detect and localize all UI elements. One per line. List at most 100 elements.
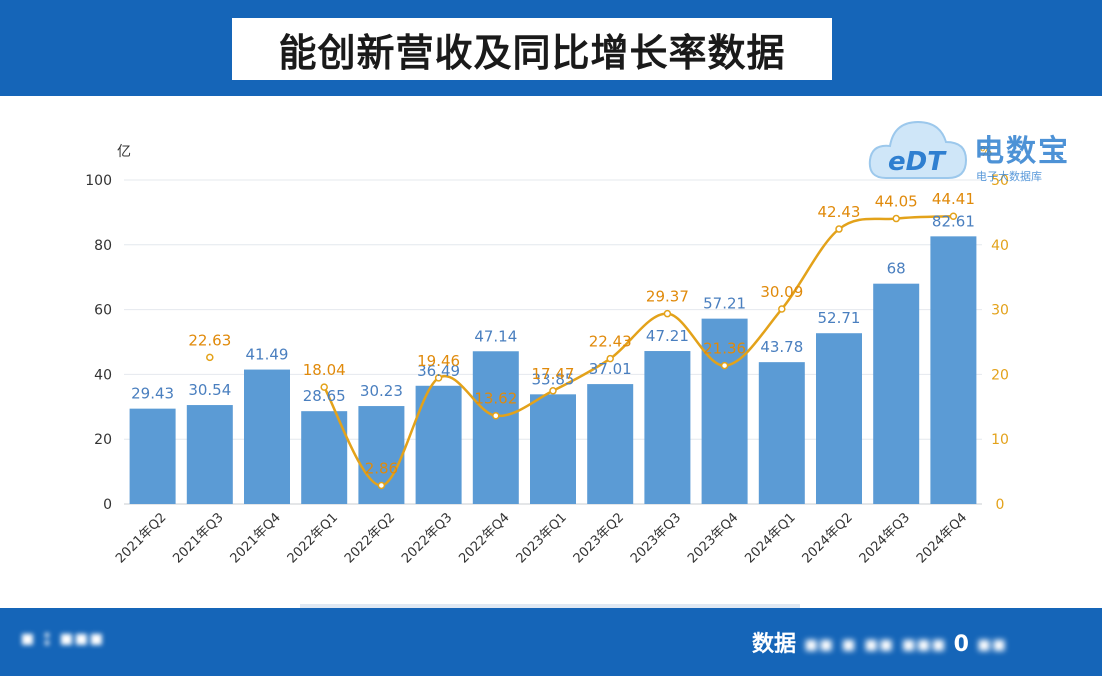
line-point	[892, 214, 900, 223]
x-tick-label: 2022年Q1	[285, 510, 341, 566]
bar	[587, 384, 634, 504]
bar-value-label: 82.61	[932, 212, 975, 230]
line-value-label: 22.43	[589, 333, 632, 351]
x-tick-label: 2022年Q3	[399, 510, 455, 566]
y-left-unit: 亿	[117, 144, 131, 160]
footer-source-blurred: ▪▪ ▪ ▪▪ ▪▪▪	[803, 632, 946, 657]
bar-value-label: 30.54	[188, 381, 231, 399]
growth-line	[323, 214, 954, 487]
footer-separator	[300, 604, 800, 608]
bar	[129, 408, 176, 504]
y-right-tick-label: 50	[991, 173, 1009, 189]
bar-value-label: 36.49	[417, 362, 460, 380]
bar	[701, 318, 748, 504]
y-left-tick-label: 80	[94, 238, 112, 254]
line-value-label: 18.04	[303, 361, 346, 379]
footer-bar	[0, 608, 1102, 676]
x-tick-label: 2023年Q4	[685, 510, 741, 566]
x-tick-label: 2022年Q4	[456, 510, 512, 566]
line-point	[720, 361, 729, 370]
x-tick-label: 2024年Q1	[742, 510, 798, 566]
line-value-label: 21.36	[703, 340, 746, 358]
bar	[244, 369, 290, 504]
line-value-label: 44.05	[875, 193, 918, 211]
bar-value-label: 47.21	[646, 327, 689, 345]
bar	[644, 351, 691, 504]
bar-value-label: 30.23	[360, 382, 403, 400]
y-left-tick-label: 60	[94, 303, 112, 319]
bar-value-label: 43.78	[760, 338, 803, 356]
bar	[530, 394, 576, 504]
footer-source-label: 数据	[752, 632, 797, 657]
line-value-label: 2.86	[365, 459, 398, 477]
bar-value-label: 47.14	[474, 327, 517, 345]
line-value-label: 13.62	[474, 390, 517, 408]
bar-value-label: 29.43	[131, 385, 174, 403]
y-left-tick-label: 100	[85, 173, 112, 189]
line-point	[835, 225, 843, 233]
footer-left-blurred: ▪ : ▪▪▪	[20, 626, 104, 651]
logo-text: eDT	[888, 147, 947, 177]
y-right-tick-label: 40	[991, 238, 1009, 254]
chart-title: 能创新营收及同比增长率数据	[278, 30, 786, 75]
bar-value-label: 41.49	[246, 346, 289, 364]
line-point	[206, 353, 214, 362]
bar-value-label: 33.85	[532, 370, 575, 388]
bar	[472, 351, 519, 504]
bar	[358, 406, 405, 504]
line-value-label: 17.47	[532, 365, 575, 383]
line-value-label: 19.46	[417, 352, 460, 370]
x-tick-label: 2021年Q4	[228, 510, 284, 566]
watermark: eDT 电数宝 电子大数据库	[866, 104, 1096, 196]
y-right-unit: %	[980, 145, 992, 160]
x-tick-label: 2023年Q2	[571, 510, 627, 566]
y-right-tick-label: 10	[991, 432, 1009, 448]
line-value-label: 30.09	[760, 283, 803, 301]
x-tick-label: 2024年Q4	[914, 510, 970, 566]
line-point	[320, 383, 328, 391]
bar	[930, 236, 977, 504]
line-point	[434, 374, 443, 382]
line-point	[549, 387, 557, 395]
x-tick-label: 2024年Q2	[800, 510, 856, 566]
bar-value-label: 37.01	[589, 360, 632, 378]
x-tick-label: 2024年Q3	[857, 510, 913, 566]
y-left-tick-label: 40	[94, 367, 112, 383]
footer-source-tail: 0	[953, 632, 969, 657]
line-point	[492, 411, 500, 420]
y-right-tick-label: 30	[991, 303, 1009, 319]
line-point	[606, 354, 614, 363]
line-point	[949, 212, 958, 220]
bar	[415, 385, 462, 504]
bar	[758, 362, 805, 504]
bar	[873, 283, 920, 504]
bar	[186, 405, 233, 504]
y-left-tick-label: 0	[103, 497, 112, 513]
footer-source: 数据 ▪▪ ▪ ▪▪ ▪▪▪ 0 ▪▪	[752, 632, 1007, 657]
line-point	[778, 305, 786, 313]
line-value-label: 29.37	[646, 288, 689, 306]
line-value-label: 44.41	[932, 190, 975, 208]
x-tick-label: 2021年Q3	[170, 510, 226, 566]
x-tick-label: 2022年Q2	[342, 510, 398, 566]
line-point	[377, 481, 386, 490]
line-point	[663, 309, 672, 318]
bar	[816, 333, 862, 504]
bar-value-label: 68	[887, 260, 906, 278]
y-right-tick-label: 0	[996, 497, 1005, 513]
line-value-label: 22.63	[188, 331, 231, 349]
x-tick-label: 2023年Q3	[628, 510, 684, 566]
y-left-tick-label: 20	[94, 432, 112, 448]
y-right-tick-label: 20	[991, 367, 1009, 383]
title-box: 能创新营收及同比增长率数据	[232, 18, 832, 80]
watermark-brand: 电数宝	[974, 134, 1070, 169]
bar-value-label: 28.65	[303, 387, 346, 405]
bar	[301, 411, 348, 504]
line-value-label: 42.43	[818, 203, 861, 221]
x-tick-label: 2023年Q1	[514, 510, 570, 566]
bar-value-label: 57.21	[703, 295, 746, 313]
watermark-sub: 电子大数据库	[976, 170, 1042, 183]
cloud-logo-icon: eDT	[868, 120, 968, 179]
x-tick-label: 2021年Q2	[113, 510, 169, 566]
